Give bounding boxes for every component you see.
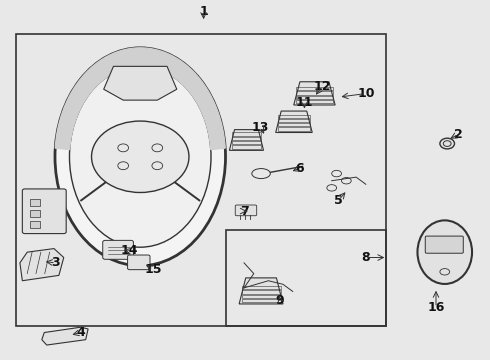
Bar bbox=[232, 137, 261, 140]
Bar bbox=[278, 127, 310, 131]
Text: 5: 5 bbox=[334, 194, 343, 207]
Polygon shape bbox=[20, 249, 64, 281]
Text: 8: 8 bbox=[362, 251, 370, 264]
Text: 2: 2 bbox=[454, 128, 463, 141]
Text: 12: 12 bbox=[313, 80, 331, 93]
Polygon shape bbox=[276, 111, 312, 132]
Text: 10: 10 bbox=[357, 87, 374, 100]
Bar bbox=[30, 221, 40, 228]
Text: 16: 16 bbox=[427, 301, 445, 314]
FancyBboxPatch shape bbox=[235, 205, 257, 216]
Text: 13: 13 bbox=[252, 121, 270, 134]
Polygon shape bbox=[104, 66, 177, 100]
Text: 1: 1 bbox=[199, 5, 208, 18]
Bar bbox=[278, 119, 310, 122]
Text: 14: 14 bbox=[120, 244, 138, 257]
Bar bbox=[296, 91, 333, 95]
Bar bbox=[242, 299, 281, 302]
Bar bbox=[296, 87, 333, 90]
Polygon shape bbox=[294, 82, 335, 105]
Polygon shape bbox=[55, 48, 225, 149]
Bar bbox=[232, 145, 261, 149]
Polygon shape bbox=[42, 327, 88, 345]
FancyBboxPatch shape bbox=[127, 255, 150, 270]
Bar bbox=[278, 114, 310, 118]
Bar bbox=[30, 199, 40, 206]
Ellipse shape bbox=[252, 168, 270, 179]
FancyBboxPatch shape bbox=[425, 236, 463, 253]
Text: 6: 6 bbox=[295, 162, 304, 175]
Bar bbox=[278, 123, 310, 126]
Polygon shape bbox=[239, 278, 283, 304]
Bar bbox=[225, 230, 386, 327]
Bar bbox=[30, 210, 40, 217]
Bar bbox=[296, 100, 333, 103]
Text: 9: 9 bbox=[276, 294, 284, 307]
Text: 11: 11 bbox=[295, 96, 313, 109]
Bar bbox=[242, 295, 281, 298]
Ellipse shape bbox=[417, 220, 472, 284]
Bar bbox=[16, 33, 386, 327]
Text: 3: 3 bbox=[51, 256, 60, 269]
Polygon shape bbox=[229, 130, 264, 150]
Bar bbox=[296, 96, 333, 99]
Text: 15: 15 bbox=[145, 263, 162, 276]
Bar bbox=[232, 132, 261, 136]
Text: 7: 7 bbox=[240, 204, 248, 217]
FancyBboxPatch shape bbox=[103, 240, 133, 259]
Bar bbox=[242, 286, 281, 289]
Bar bbox=[242, 291, 281, 294]
Ellipse shape bbox=[70, 66, 211, 247]
Ellipse shape bbox=[55, 48, 225, 266]
Bar bbox=[232, 141, 261, 144]
Text: 4: 4 bbox=[76, 326, 85, 339]
Ellipse shape bbox=[440, 138, 455, 149]
FancyBboxPatch shape bbox=[23, 189, 66, 234]
Ellipse shape bbox=[92, 121, 189, 193]
